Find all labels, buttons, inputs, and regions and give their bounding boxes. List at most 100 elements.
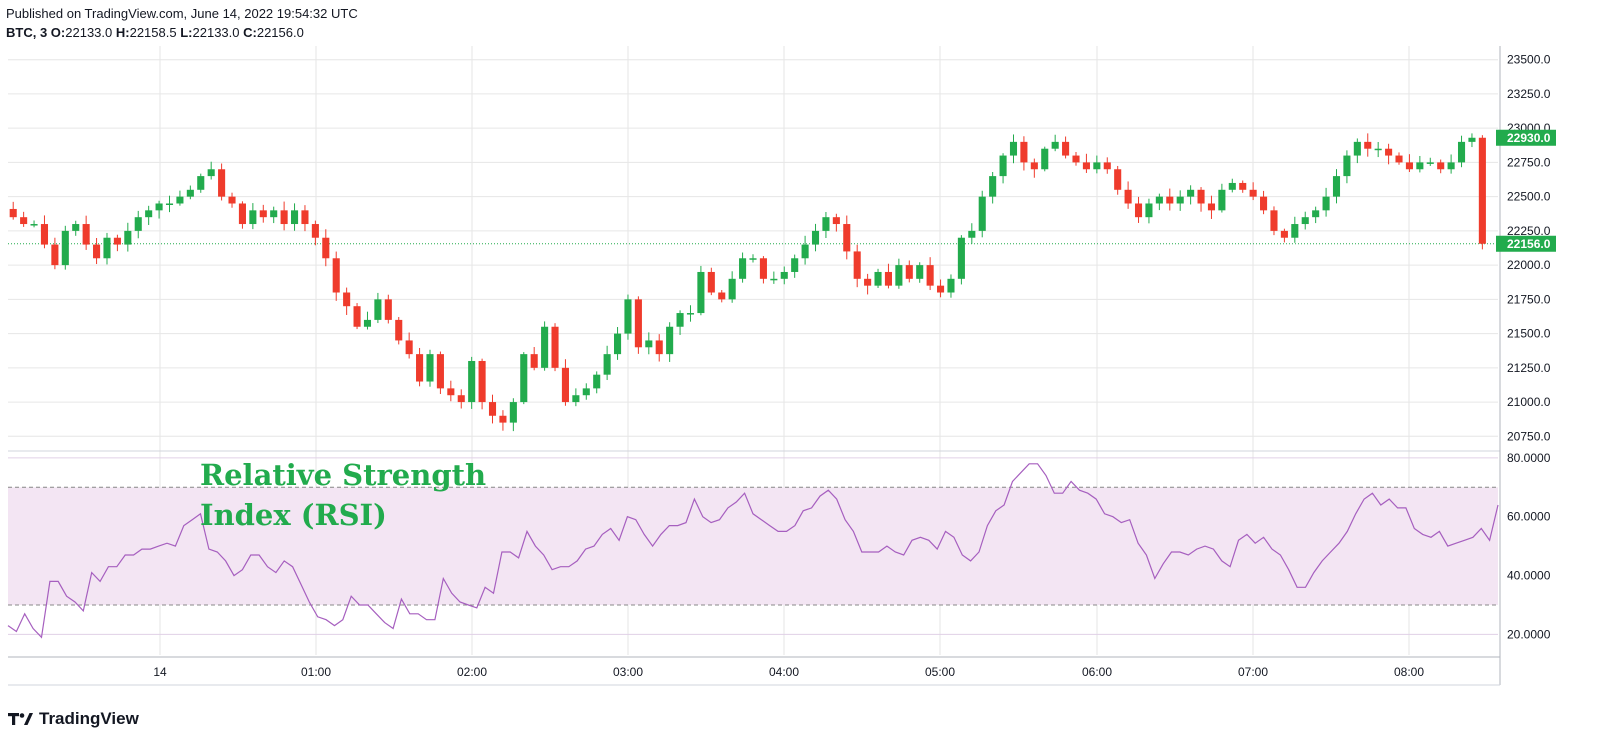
candle[interactable]: [676, 310, 684, 335]
candle[interactable]: [1416, 155, 1424, 173]
candle[interactable]: [332, 251, 340, 301]
candle[interactable]: [103, 232, 111, 265]
candle[interactable]: [290, 203, 299, 231]
candle[interactable]: [1457, 135, 1466, 168]
candle[interactable]: [134, 210, 142, 239]
candle[interactable]: [1166, 188, 1174, 211]
candle[interactable]: [270, 206, 278, 224]
candle[interactable]: [113, 234, 121, 252]
candle[interactable]: [176, 190, 184, 206]
candle[interactable]: [1478, 135, 1486, 250]
candle[interactable]: [874, 268, 882, 288]
candle[interactable]: [686, 305, 695, 322]
candle[interactable]: [916, 262, 924, 283]
candle[interactable]: [363, 311, 372, 330]
candle[interactable]: [207, 161, 215, 180]
candle[interactable]: [530, 347, 538, 371]
candle[interactable]: [165, 195, 174, 213]
candle[interactable]: [1249, 182, 1257, 201]
price-badge[interactable]: 22930.0: [1496, 129, 1556, 146]
candle[interactable]: [1197, 187, 1205, 212]
candle[interactable]: [374, 292, 382, 324]
candle[interactable]: [416, 347, 424, 387]
candle[interactable]: [561, 359, 569, 406]
candle[interactable]: [791, 254, 799, 278]
candle[interactable]: [780, 266, 788, 285]
candle[interactable]: [509, 398, 517, 432]
candle[interactable]: [488, 394, 497, 424]
candle[interactable]: [1322, 187, 1330, 217]
candle[interactable]: [155, 200, 163, 219]
candle[interactable]: [61, 225, 69, 270]
candle[interactable]: [572, 388, 580, 407]
candle[interactable]: [864, 273, 872, 295]
candle[interactable]: [520, 352, 528, 405]
candle[interactable]: [1280, 228, 1288, 243]
candle[interactable]: [228, 192, 236, 208]
candle[interactable]: [926, 257, 934, 291]
candle[interactable]: [957, 235, 965, 285]
candle[interactable]: [551, 323, 559, 372]
candle[interactable]: [749, 254, 757, 263]
candle[interactable]: [666, 322, 674, 362]
candle[interactable]: [541, 321, 549, 371]
symbol-label[interactable]: BTC, 3: [6, 25, 48, 40]
candle[interactable]: [947, 274, 955, 298]
candle[interactable]: [1353, 138, 1361, 164]
candle[interactable]: [989, 171, 997, 204]
rsi-series[interactable]: [7, 463, 1499, 639]
candle[interactable]: [1072, 151, 1080, 166]
candlestick-series[interactable]: [9, 133, 1486, 432]
candle[interactable]: [1041, 146, 1049, 172]
candle[interactable]: [447, 380, 455, 402]
candle[interactable]: [1447, 154, 1455, 174]
candle[interactable]: [728, 271, 736, 303]
candle[interactable]: [1009, 134, 1018, 164]
candle[interactable]: [1228, 178, 1236, 193]
candle[interactable]: [259, 204, 267, 223]
axes[interactable]: 23500.023250.023000.022750.022500.022250…: [153, 53, 1556, 679]
candle[interactable]: [593, 371, 601, 394]
candle[interactable]: [1395, 152, 1403, 165]
candle[interactable]: [311, 220, 319, 246]
candle[interactable]: [645, 332, 653, 355]
candle[interactable]: [1155, 193, 1163, 211]
candle[interactable]: [655, 334, 663, 362]
candle[interactable]: [499, 410, 507, 431]
candle[interactable]: [1187, 185, 1195, 205]
candle[interactable]: [1301, 211, 1309, 230]
candle[interactable]: [30, 220, 38, 228]
candle[interactable]: [614, 327, 622, 360]
candle[interactable]: [405, 332, 413, 359]
candle[interactable]: [1291, 216, 1299, 243]
candle[interactable]: [343, 287, 351, 315]
candle[interactable]: [1374, 142, 1382, 158]
candle[interactable]: [9, 201, 17, 220]
candle[interactable]: [582, 383, 590, 400]
candle[interactable]: [1239, 180, 1247, 193]
candle[interactable]: [1103, 157, 1111, 174]
candle[interactable]: [1176, 190, 1184, 211]
footer-brand[interactable]: TradingView: [8, 708, 139, 730]
candle[interactable]: [718, 290, 726, 303]
candle[interactable]: [395, 317, 403, 345]
candle[interactable]: [999, 153, 1007, 184]
candle[interactable]: [707, 267, 715, 296]
candle[interactable]: [1270, 206, 1278, 236]
candle[interactable]: [853, 244, 861, 288]
candle[interactable]: [478, 358, 486, 410]
candle[interactable]: [759, 256, 767, 284]
candle[interactable]: [1093, 155, 1101, 174]
candle[interactable]: [249, 203, 257, 230]
candle[interactable]: [978, 190, 986, 238]
candle[interactable]: [739, 252, 747, 283]
candle[interactable]: [20, 211, 28, 227]
candle[interactable]: [1082, 153, 1090, 173]
candle[interactable]: [937, 279, 945, 298]
candle[interactable]: [1051, 134, 1059, 152]
candle[interactable]: [40, 215, 49, 249]
candle[interactable]: [280, 201, 288, 231]
candle[interactable]: [1364, 133, 1372, 157]
candle[interactable]: [895, 258, 903, 289]
candle[interactable]: [822, 211, 830, 239]
